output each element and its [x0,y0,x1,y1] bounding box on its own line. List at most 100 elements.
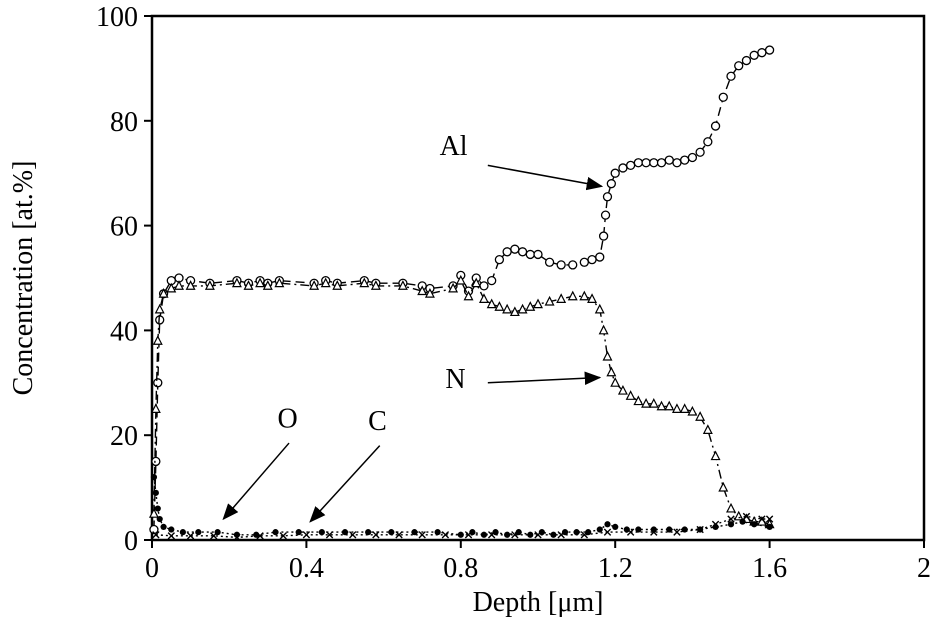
n-marker [185,280,196,290]
n-marker [679,403,690,413]
c-marker [742,512,751,521]
al-marker [672,158,682,168]
c-marker [372,531,380,539]
x-axis-tick-label: 0 [145,553,159,584]
c-marker [418,531,426,539]
c-marker [511,531,519,539]
annotation-arrow-al [487,164,604,191]
y-axis-label: Concentration [at.%] [8,161,39,396]
c-marker [167,532,175,540]
al-marker [487,275,497,286]
o-marker [195,529,202,536]
al-marker [606,179,616,189]
o-marker [341,529,349,536]
n-marker [471,277,482,288]
n-marker [502,303,513,314]
n-marker [733,510,744,521]
y-axis-tick-label: 80 [110,107,138,138]
o-marker [538,529,545,536]
al-marker [757,48,767,58]
c-marker [696,525,704,534]
n-marker [359,277,370,288]
annotation-label-n: N [445,364,465,395]
n-marker [417,285,428,296]
n-marker [594,303,605,314]
al-marker [479,281,489,291]
o-marker [160,523,167,531]
n-marker [148,508,159,518]
o-marker [623,526,630,533]
n-marker [648,398,659,408]
n-marker [509,306,520,317]
annotation-label-c: C [368,406,387,437]
y-axis-tick-label: 20 [110,421,138,452]
al-marker [734,61,744,71]
n-marker [525,301,536,311]
c-marker [233,533,241,542]
n-marker [556,293,567,303]
o-marker [596,526,603,533]
c-marker [534,531,542,539]
al-marker [602,192,613,202]
x-axis-tick-label: 2 [917,553,931,584]
o-marker [604,521,611,528]
c-marker [758,515,766,523]
o-marker [154,505,161,512]
annotation-arrow-o [222,442,290,521]
n-marker [152,335,163,345]
n-marker [424,288,435,298]
n-marker [695,411,706,421]
o-marker [480,531,488,538]
n-marker [204,280,215,290]
c-marker [441,531,450,539]
o-marker [365,529,372,536]
al-marker [533,249,543,260]
o-marker [156,515,163,523]
n-marker [664,400,675,411]
al-marker [517,247,528,257]
n-marker [579,290,590,301]
n-marker [463,290,474,301]
n-marker [656,400,667,411]
n-marker [320,277,331,288]
o-marker [585,529,592,536]
n-marker [641,398,652,408]
al-marker [703,137,713,147]
n-marker [309,280,320,290]
al-marker [600,210,611,220]
n-marker [617,384,628,395]
al-marker [625,160,636,170]
al-marker [544,257,555,267]
al-marker [610,168,620,178]
o-marker [573,529,580,536]
annotation-arrow-c [309,445,381,523]
n-marker [448,282,459,293]
n-marker [494,301,505,311]
al-marker [598,231,609,241]
c-marker [673,528,681,536]
n-marker [174,280,185,290]
o-marker [318,529,325,536]
o-marker [388,529,395,536]
annotation-label-o: O [277,403,297,434]
o-marker [150,474,158,481]
al-marker [695,147,705,157]
y-axis-tick-label: 0 [124,526,138,557]
y-axis-tick-label: 40 [110,316,138,347]
x-axis-tick-label: 0.8 [443,553,478,584]
c-marker [487,531,496,539]
c-marker [279,532,287,540]
c-marker [256,532,264,540]
plot-frame [150,14,926,542]
c-marker [152,531,160,539]
o-series-line [153,477,770,536]
al-marker [718,92,728,102]
x-axis-label: Depth [μm] [473,587,604,618]
o-marker [492,529,499,536]
al-marker [680,155,690,165]
n-marker [726,502,736,513]
c-marker [727,515,735,523]
n-marker [598,324,609,335]
al-marker [649,158,659,168]
x-axis-tick-label: 1.6 [752,553,787,584]
